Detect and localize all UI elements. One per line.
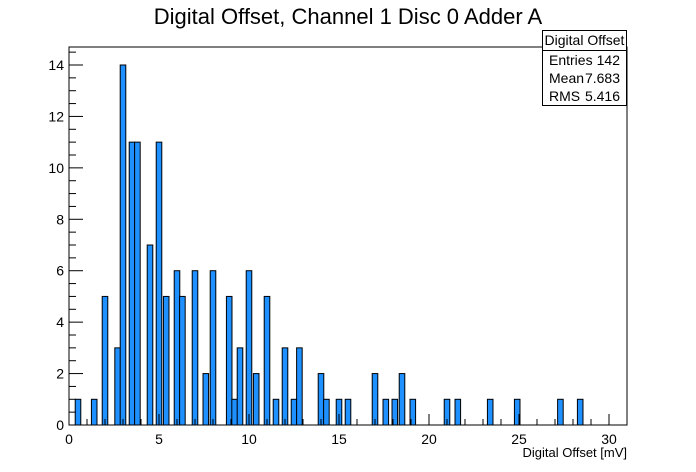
histogram-bar	[272, 398, 280, 426]
histogram-bar	[576, 398, 584, 426]
histogram-bar	[263, 295, 271, 426]
histogram-bars	[74, 64, 584, 426]
histogram-bar	[225, 295, 233, 426]
x-axis-ticks: 0 5 10 15 20 25 30	[65, 414, 628, 447]
histogram-bar	[191, 270, 199, 426]
x-tick-label: 25	[511, 431, 527, 447]
histogram-bar	[119, 64, 127, 426]
histogram-bar	[409, 398, 417, 426]
histogram-bar	[398, 373, 406, 426]
stats-entries-value: 142	[596, 52, 620, 68]
stats-row-rms: RMS 5.416	[543, 87, 626, 105]
y-tick-label: 6	[56, 263, 64, 279]
y-tick-label: 4	[56, 314, 64, 330]
histogram-bar	[344, 398, 352, 426]
y-tick-label: 10	[48, 160, 64, 176]
x-tick-label: 15	[331, 431, 347, 447]
x-tick-label: 20	[421, 431, 437, 447]
histogram-bar	[290, 398, 298, 426]
stats-entries-label: Entries	[549, 52, 593, 68]
y-tick-label: 12	[48, 108, 64, 124]
histogram-bar	[202, 373, 210, 426]
histogram-bar	[236, 347, 244, 426]
histogram-bar	[74, 398, 82, 426]
histogram-bar	[513, 398, 521, 426]
stats-title: Digital Offset	[543, 31, 626, 51]
histogram-bar	[179, 295, 186, 426]
histogram-bar	[323, 398, 330, 426]
stats-row-entries: Entries 142	[543, 51, 626, 69]
histogram-bar	[209, 270, 217, 426]
histogram-bar	[382, 398, 390, 426]
histogram-bar	[231, 398, 238, 426]
y-tick-label: 0	[56, 417, 64, 433]
histogram-bar	[371, 373, 379, 426]
x-axis-label: Digital Offset [mV]	[522, 445, 627, 460]
x-tick-label: 30	[601, 431, 617, 447]
stats-mean-label: Mean	[549, 70, 585, 86]
histogram-bar	[317, 373, 325, 426]
y-tick-label: 2	[56, 366, 64, 382]
histogram-bar	[114, 347, 121, 426]
x-tick-label: 0	[65, 431, 73, 447]
stats-rms-value: 5.416	[584, 88, 620, 104]
y-tick-label: 14	[48, 57, 64, 73]
y-tick-label: 8	[56, 211, 64, 227]
chart-title: Digital Offset, Channel 1 Disc 0 Adder A	[153, 4, 543, 29]
histogram-bar	[155, 141, 163, 426]
histogram-bar	[173, 270, 181, 426]
histogram-bar	[90, 398, 98, 426]
x-tick-label: 10	[241, 431, 257, 447]
histogram-bar	[252, 373, 260, 426]
stats-box: Digital Offset Entries 142 Mean 7.683 RM…	[542, 30, 627, 106]
histogram-bar	[162, 295, 170, 426]
y-axis-ticks: 0 2 4 6 8 10 12 14	[48, 51, 83, 433]
histogram-bar	[134, 141, 141, 426]
histogram-bar	[486, 398, 494, 426]
histogram-bar	[245, 270, 253, 426]
stats-rms-label: RMS	[549, 88, 581, 104]
stats-row-mean: Mean 7.683	[543, 69, 626, 87]
histogram-bar	[557, 398, 564, 426]
histogram-bar	[391, 398, 399, 426]
histogram-bar	[281, 347, 289, 426]
stats-mean-value: 7.683	[584, 70, 620, 86]
histogram-bar	[128, 141, 136, 426]
histogram-bar	[101, 295, 109, 426]
x-tick-label: 5	[155, 431, 163, 447]
histogram-bar	[454, 398, 462, 426]
histogram-bar	[296, 347, 303, 426]
histogram-bar	[146, 244, 154, 426]
